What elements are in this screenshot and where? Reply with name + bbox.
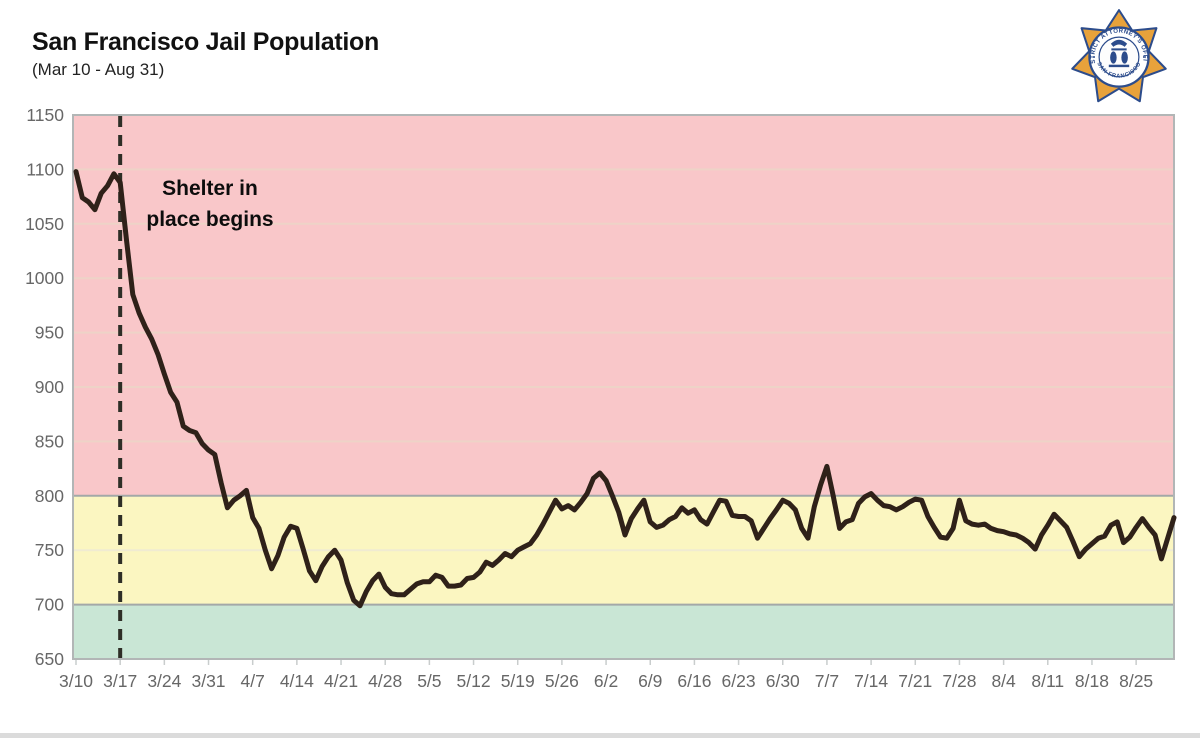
y-axis-label: 750: [35, 540, 64, 560]
y-axis-label: 700: [35, 595, 64, 615]
x-axis-label: 4/28: [368, 671, 402, 691]
band-green: [73, 604, 1174, 659]
x-axis-label: 8/25: [1119, 671, 1153, 691]
x-axis-label: 6/9: [638, 671, 662, 691]
page-title: San Francisco Jail Population: [32, 28, 379, 56]
x-axis-label: 4/14: [280, 671, 314, 691]
x-axis-label: 5/12: [457, 671, 491, 691]
x-axis-label: 7/28: [942, 671, 976, 691]
y-axis-label: 1000: [25, 268, 64, 288]
x-axis-label: 3/17: [103, 671, 137, 691]
x-axis-label: 3/10: [59, 671, 93, 691]
x-axis-label: 5/5: [417, 671, 441, 691]
shelter-in-place-annotation: Shelter in place begins: [125, 173, 295, 235]
y-axis-label: 850: [35, 431, 64, 451]
y-axis-label: 950: [35, 323, 64, 343]
annotation-line-1: Shelter in: [162, 177, 258, 200]
x-axis-label: 8/11: [1031, 671, 1064, 691]
x-axis-label: 4/21: [324, 671, 358, 691]
x-axis-label: 7/21: [898, 671, 932, 691]
x-axis-label: 7/14: [854, 671, 888, 691]
x-axis-label: 8/4: [991, 671, 1016, 691]
y-axis-label: 1100: [26, 159, 64, 179]
x-axis-label: 3/31: [191, 671, 225, 691]
badge-dot-left: [1092, 56, 1096, 59]
y-axis-label: 650: [35, 649, 64, 669]
annotation-line-2: place begins: [146, 208, 274, 231]
band-red: [73, 115, 1174, 496]
y-axis-label: 1150: [26, 105, 64, 125]
badge-dot-right: [1142, 56, 1146, 59]
x-axis-label: 6/2: [594, 671, 618, 691]
y-axis-label: 900: [35, 377, 64, 397]
y-axis-label: 1050: [25, 214, 64, 234]
x-axis-label: 6/23: [722, 671, 756, 691]
population-line: [73, 169, 1177, 609]
x-axis-label: 6/16: [677, 671, 711, 691]
bottom-border-strip: [0, 733, 1200, 738]
x-axis-label: 7/7: [815, 671, 839, 691]
x-axis-label: 6/30: [766, 671, 800, 691]
badge-seal-emblem: [1108, 39, 1130, 68]
plot-frame: [72, 114, 1175, 660]
x-axis-label: 4/7: [241, 671, 265, 691]
x-axis-label: 3/24: [147, 671, 181, 691]
da-office-badge: DISTRICT ATTORNEY'S OFFICE SAN FRANCISCO: [1068, 4, 1167, 103]
x-axis-label: 5/26: [545, 671, 579, 691]
page-subtitle: (Mar 10 - Aug 31): [32, 60, 165, 79]
x-axis-label: 8/18: [1075, 671, 1109, 691]
y-axis-label: 800: [35, 486, 64, 506]
x-axis-label: 5/19: [501, 671, 535, 691]
